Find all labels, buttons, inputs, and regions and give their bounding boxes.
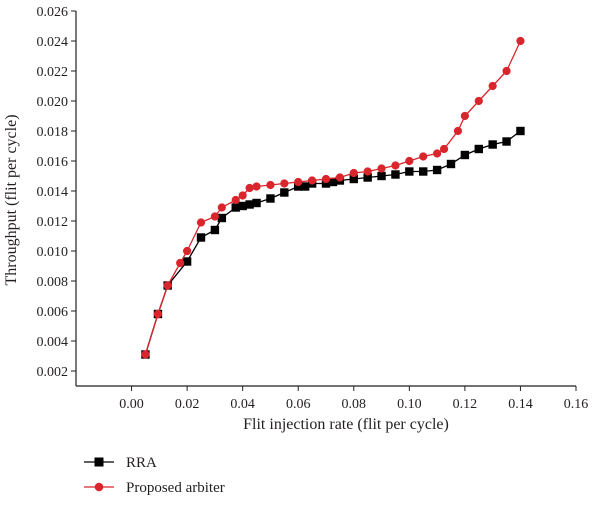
data-point-rra — [231, 203, 240, 212]
data-point-proposed-arbiter — [141, 350, 150, 359]
data-point-proposed-arbiter — [335, 173, 344, 182]
x-tick-label: 0.04 — [230, 397, 255, 412]
data-point-proposed-arbiter — [460, 111, 469, 121]
series-line-rra — [144, 130, 521, 355]
data-point-proposed-arbiter — [433, 149, 442, 158]
x-axis-title: Flit injection rate (flit per cycle) — [243, 416, 449, 433]
y-axis-title: Throughput (flit per cycle) — [3, 114, 20, 285]
legend-proposed-marker — [94, 482, 104, 492]
data-point-proposed-arbiter — [217, 203, 226, 212]
data-point-proposed-arbiter — [196, 218, 206, 227]
data-point-rra — [488, 140, 497, 149]
data-point-proposed-arbiter — [516, 36, 525, 46]
data-point-rra — [321, 179, 331, 188]
data-point-rra — [280, 188, 289, 197]
y-tick-label: 0.006 — [37, 305, 69, 320]
y-tick-label: 0.004 — [37, 335, 69, 350]
data-point-proposed-arbiter — [363, 167, 372, 176]
data-point-proposed-arbiter — [391, 161, 400, 170]
series-line-proposed-arbiter — [144, 40, 522, 355]
x-tick-label: 0.14 — [508, 397, 533, 412]
x-tick-label: 0.10 — [397, 397, 422, 412]
data-point-proposed-arbiter — [308, 176, 317, 185]
y-tick-label: 0.018 — [37, 125, 69, 140]
data-point-rra — [266, 194, 275, 203]
y-tick-label: 0.008 — [37, 275, 69, 290]
y-tick-label: 0.020 — [37, 95, 69, 110]
data-point-proposed-arbiter — [502, 66, 511, 76]
data-point-rra — [328, 177, 338, 187]
data-point-rra — [182, 257, 192, 266]
y-tick-label: 0.026 — [37, 5, 69, 20]
data-point-proposed-arbiter — [176, 258, 185, 268]
data-point-rra — [294, 182, 303, 191]
data-point-rra — [502, 137, 511, 146]
data-point-rra — [245, 200, 254, 209]
data-point-rra — [474, 144, 483, 154]
data-point-rra — [432, 165, 442, 175]
data-point-rra — [252, 198, 261, 208]
x-tick-label: 0.02 — [175, 397, 200, 412]
y-tick-label: 0.024 — [37, 35, 69, 50]
x-tick-label: 0.00 — [119, 397, 144, 412]
data-point-proposed-arbiter — [245, 183, 254, 193]
data-point-proposed-arbiter — [280, 179, 289, 188]
data-point-rra — [196, 233, 206, 242]
y-tick-label: 0.002 — [37, 365, 69, 380]
data-point-rra — [300, 182, 310, 191]
x-tick-label: 0.06 — [286, 397, 311, 412]
data-point-proposed-arbiter — [321, 174, 331, 184]
data-point-rra — [405, 167, 414, 176]
data-point-rra — [377, 171, 386, 181]
y-tick-label: 0.010 — [37, 245, 69, 260]
axes-layer: 0.00 0.02 0.04 0.06 0.08 0.10 0.12 0.14 0.16 0.00… — [37, 5, 589, 412]
x-tick-label: 0.12 — [453, 397, 478, 412]
x-tick-label: 0.08 — [342, 397, 367, 412]
data-point-proposed-arbiter — [377, 164, 386, 173]
data-point-proposed-arbiter — [439, 144, 449, 154]
x-tick-label: 0.16 — [564, 397, 589, 412]
y-tick-label: 0.012 — [37, 215, 69, 230]
data-point-proposed-arbiter — [163, 281, 172, 290]
data-point-rra — [391, 170, 400, 179]
y-tick-label: 0.014 — [37, 185, 69, 200]
data-point-proposed-arbiter — [349, 168, 358, 178]
data-point-proposed-arbiter — [231, 195, 240, 205]
data-point-rra — [238, 201, 247, 211]
data-point-proposed-arbiter — [210, 212, 219, 221]
data-point-proposed-arbiter — [183, 246, 192, 256]
data-point-proposed-arbiter — [419, 152, 428, 161]
data-point-rra — [446, 159, 456, 169]
legend: RRA Proposed arbiter — [84, 455, 225, 496]
data-point-rra — [217, 213, 227, 223]
series-layer — [141, 36, 525, 359]
legend-proposed-label: Proposed arbiter — [126, 480, 225, 496]
data-point-rra — [460, 150, 470, 160]
data-point-proposed-arbiter — [238, 191, 247, 200]
data-point-rra — [363, 173, 372, 182]
data-point-proposed-arbiter — [488, 81, 497, 91]
y-tick-label: 0.016 — [37, 155, 69, 170]
data-point-proposed-arbiter — [266, 180, 275, 190]
data-point-proposed-arbiter — [405, 156, 414, 166]
legend-rra-marker — [94, 457, 104, 467]
y-tick-label: 0.022 — [37, 65, 69, 80]
data-point-proposed-arbiter — [252, 182, 261, 191]
data-point-proposed-arbiter — [294, 177, 303, 187]
data-point-rra — [419, 167, 428, 176]
data-point-proposed-arbiter — [453, 126, 463, 136]
data-point-rra — [210, 225, 220, 235]
legend-rra-label: RRA — [126, 455, 157, 471]
data-point-rra — [516, 126, 525, 136]
data-point-proposed-arbiter — [474, 96, 483, 106]
data-point-proposed-arbiter — [153, 309, 163, 319]
data-point-rra — [349, 174, 358, 184]
